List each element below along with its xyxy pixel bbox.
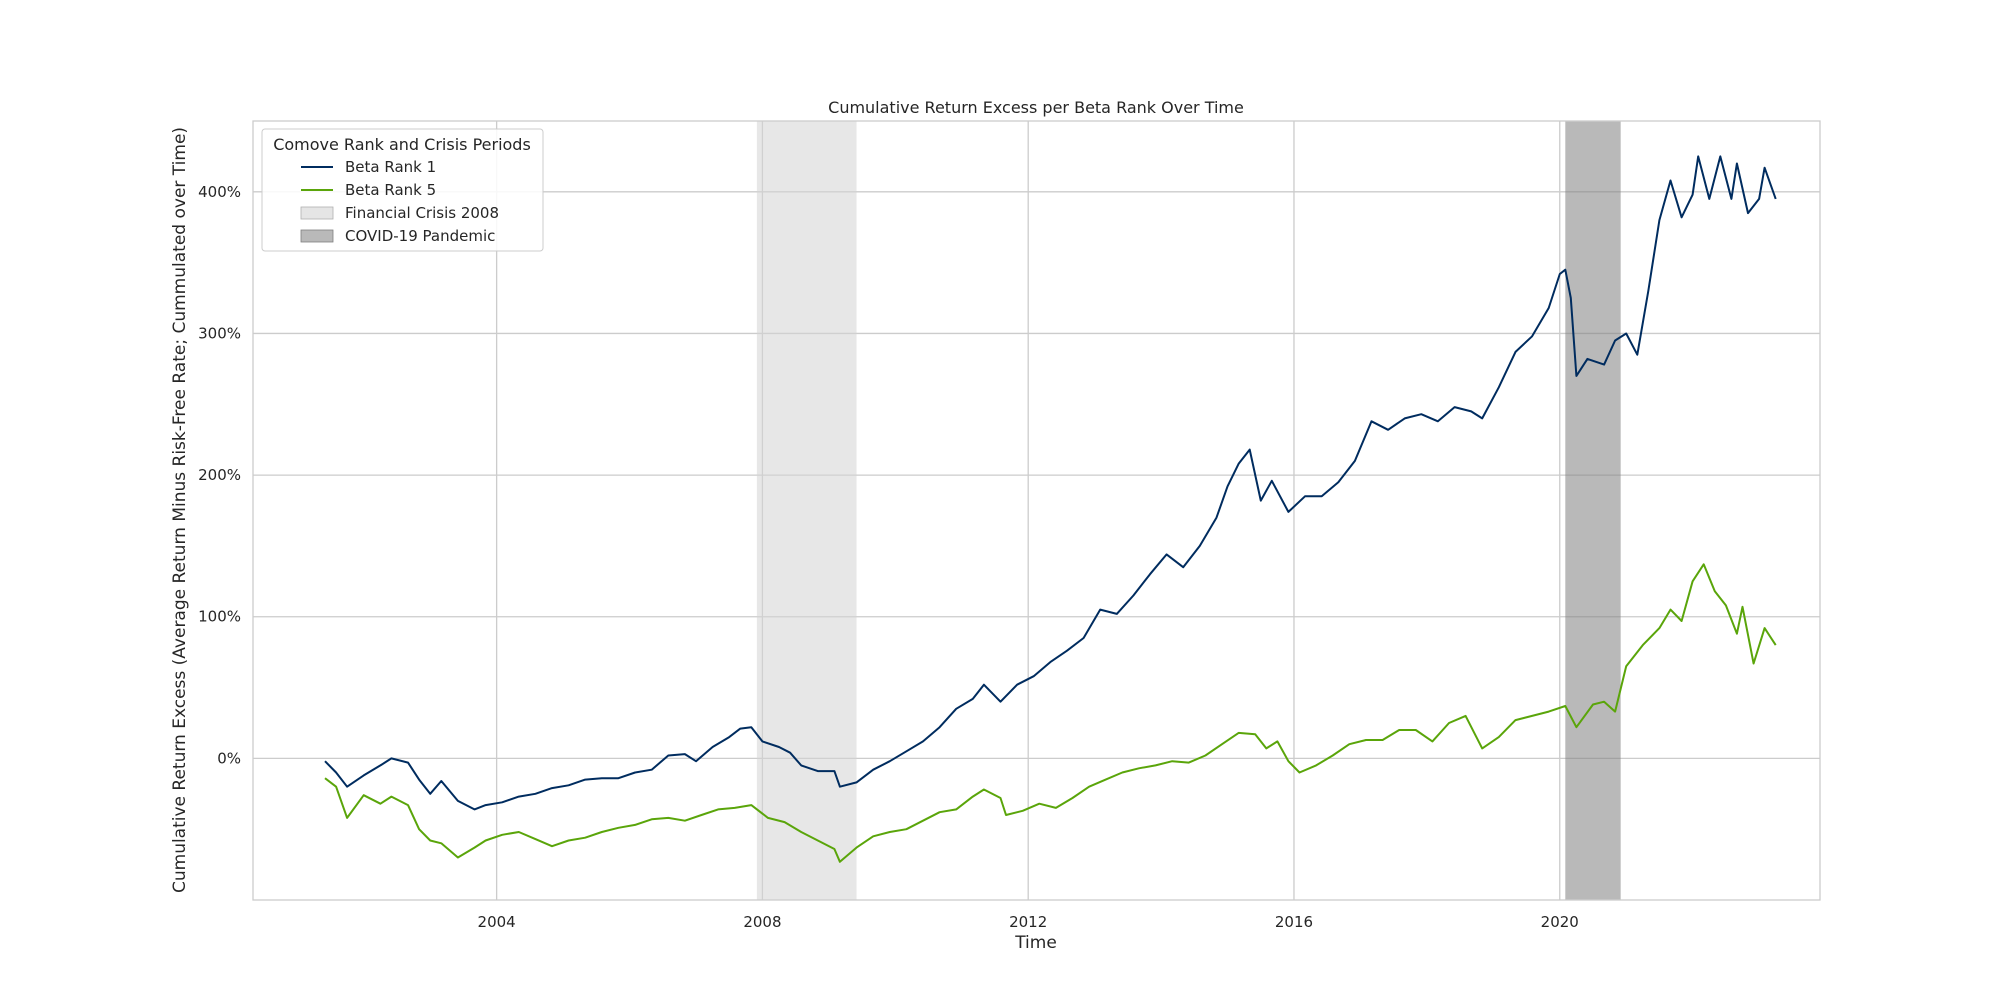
legend-box bbox=[261, 128, 544, 252]
x-tick-label-2016: 2016 bbox=[1275, 913, 1313, 931]
y-tick-label-0: 0% bbox=[217, 749, 241, 767]
x-tick-label-2004: 2004 bbox=[478, 913, 516, 931]
series-line-beta-rank-5 bbox=[324, 563, 1777, 863]
y-tick-label-300: 300% bbox=[198, 324, 241, 342]
legend: Comove Rank and Crisis Periods Beta Rank… bbox=[261, 128, 544, 252]
legend-title: Comove Rank and Crisis Periods bbox=[273, 135, 531, 154]
legend-swatch-financial-crisis bbox=[300, 206, 334, 220]
legend-swatch-covid bbox=[300, 229, 334, 243]
x-tick-label-2012: 2012 bbox=[1009, 913, 1047, 931]
series-line-beta-rank-1 bbox=[324, 155, 1777, 811]
y-tick-label-400: 400% bbox=[198, 183, 241, 201]
legend-label-beta-rank-5: Beta Rank 5 bbox=[345, 181, 436, 199]
legend-label-covid: COVID-19 Pandemic bbox=[345, 227, 495, 245]
y-tick-label-100: 100% bbox=[198, 608, 241, 626]
x-axis-label: Time bbox=[1014, 933, 1057, 953]
y-tick-label-200: 200% bbox=[198, 466, 241, 484]
legend-label-financial-crisis: Financial Crisis 2008 bbox=[345, 204, 499, 222]
x-tick-label-2008: 2008 bbox=[743, 913, 781, 931]
shaded-period-covid-19-pandemic bbox=[1565, 121, 1621, 900]
plot-frame bbox=[252, 120, 1821, 901]
chart-title: Cumulative Return Excess per Beta Rank O… bbox=[828, 98, 1244, 117]
shaded-period-financial-crisis-2008 bbox=[756, 121, 857, 900]
y-axis-label: Cumulative Return Excess (Average Return… bbox=[170, 127, 190, 893]
x-tick-label-2020: 2020 bbox=[1541, 913, 1579, 931]
legend-label-beta-rank-1: Beta Rank 1 bbox=[345, 158, 436, 176]
